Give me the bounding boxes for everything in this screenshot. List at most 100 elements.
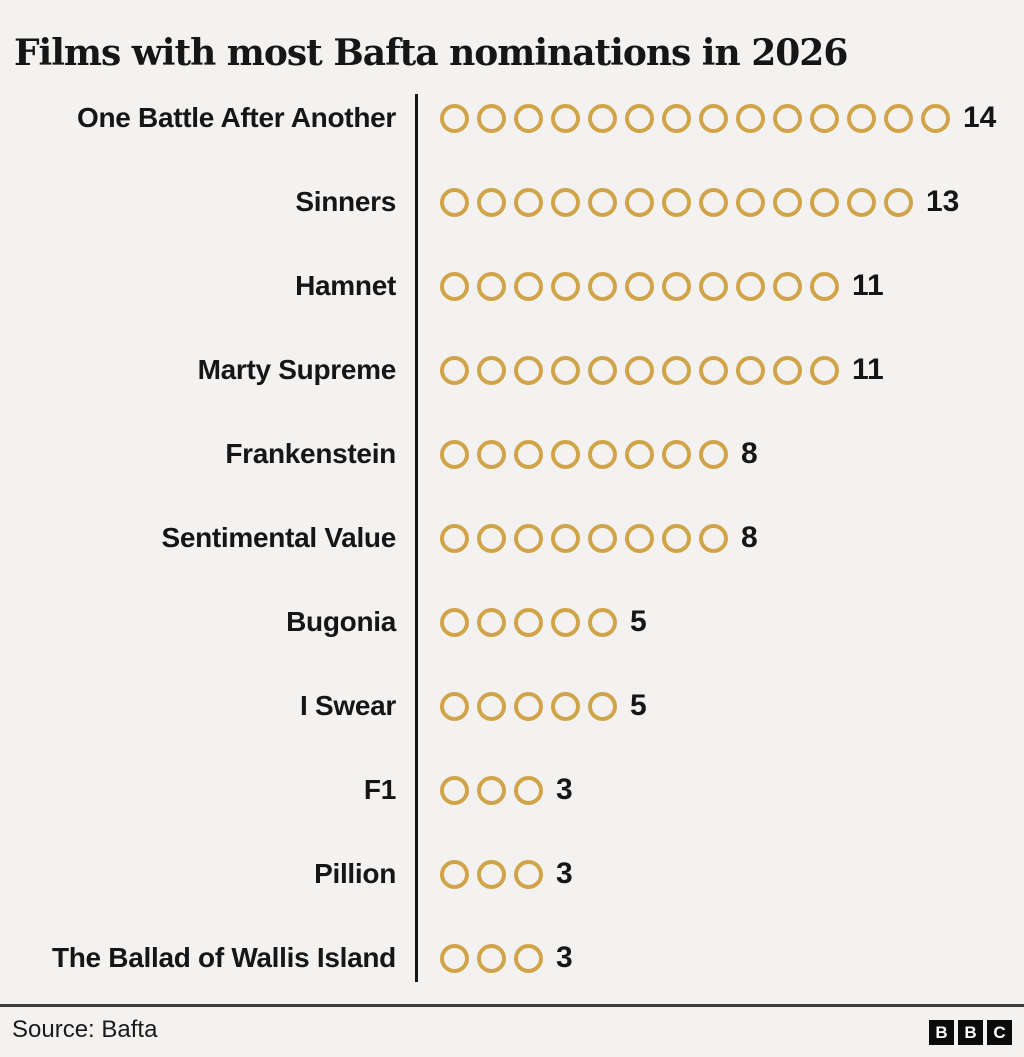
nomination-ring-icon <box>884 103 913 133</box>
footer-separator <box>0 1004 1024 1007</box>
nomination-ring-icon <box>477 943 506 973</box>
chart-row: Hamnet 11 <box>0 244 1024 328</box>
chart-title: Films with most Bafta nominations in 202… <box>14 32 848 75</box>
value-label: 3 <box>556 773 573 806</box>
nomination-ring-icon <box>477 271 506 301</box>
nomination-ring-icon <box>440 271 469 301</box>
nomination-ring-icon <box>699 187 728 217</box>
nomination-ring-icon <box>773 103 802 133</box>
nomination-ring-icon <box>440 439 469 469</box>
chart-row: Pillion 3 <box>0 832 1024 916</box>
nomination-ring-icon <box>625 523 654 553</box>
value-label: 3 <box>556 857 573 890</box>
nomination-ring-icon <box>699 355 728 385</box>
film-label: Pillion <box>314 858 396 889</box>
nomination-ring-icon <box>699 439 728 469</box>
nomination-ring-icon <box>551 187 580 217</box>
nomination-ring-icon <box>736 187 765 217</box>
nomination-ring-icon <box>921 103 950 133</box>
ring-group <box>440 103 950 133</box>
nomination-ring-icon <box>662 355 691 385</box>
nomination-ring-icon <box>736 271 765 301</box>
nomination-ring-icon <box>514 355 543 385</box>
nomination-ring-icon <box>847 187 876 217</box>
film-label: Sentimental Value <box>161 522 396 553</box>
nomination-ring-icon <box>588 355 617 385</box>
chart-row: Bugonia 5 <box>0 580 1024 664</box>
nomination-ring-icon <box>440 943 469 973</box>
nomination-ring-icon <box>773 355 802 385</box>
chart-row: I Swear 5 <box>0 664 1024 748</box>
value-label: 8 <box>741 521 758 554</box>
value-label: 3 <box>556 941 573 974</box>
nomination-ring-icon <box>588 691 617 721</box>
chart-row: The Ballad of Wallis Island 3 <box>0 916 1024 1000</box>
value-label: 5 <box>630 689 647 722</box>
nomination-ring-icon <box>625 103 654 133</box>
nomination-ring-icon <box>551 439 580 469</box>
nomination-ring-icon <box>810 271 839 301</box>
nomination-ring-icon <box>625 439 654 469</box>
ring-group <box>440 859 543 889</box>
film-label: Marty Supreme <box>197 354 397 385</box>
ring-group <box>440 355 839 385</box>
bbc-logo-letter: B <box>929 1020 954 1045</box>
nomination-ring-icon <box>440 859 469 889</box>
nomination-ring-icon <box>847 103 876 133</box>
nomination-ring-icon <box>551 103 580 133</box>
nomination-ring-icon <box>440 523 469 553</box>
nomination-ring-icon <box>440 607 469 637</box>
nomination-ring-icon <box>440 775 469 805</box>
nomination-ring-icon <box>625 187 654 217</box>
nomination-ring-icon <box>477 607 506 637</box>
film-label: The Ballad of Wallis Island <box>51 942 396 973</box>
ring-group <box>440 523 728 553</box>
nomination-ring-icon <box>440 187 469 217</box>
nomination-ring-icon <box>588 187 617 217</box>
nomination-ring-icon <box>514 439 543 469</box>
nomination-ring-icon <box>514 103 543 133</box>
chart-rows: One Battle After Another 14 Sinners 13 H… <box>0 76 1024 1000</box>
chart-row: Frankenstein 8 <box>0 412 1024 496</box>
nomination-ring-icon <box>551 691 580 721</box>
nomination-ring-icon <box>662 439 691 469</box>
nomination-ring-icon <box>514 691 543 721</box>
nomination-ring-icon <box>588 103 617 133</box>
nomination-ring-icon <box>884 187 913 217</box>
film-label: Hamnet <box>295 270 396 301</box>
nomination-ring-icon <box>477 439 506 469</box>
nomination-ring-icon <box>551 523 580 553</box>
nomination-ring-icon <box>773 187 802 217</box>
ring-group <box>440 271 839 301</box>
film-label: Sinners <box>295 186 396 217</box>
ring-group <box>440 187 913 217</box>
nomination-ring-icon <box>625 271 654 301</box>
ring-group <box>440 439 728 469</box>
nomination-ring-icon <box>477 523 506 553</box>
nomination-ring-icon <box>810 355 839 385</box>
value-label: 11 <box>852 269 884 302</box>
nomination-ring-icon <box>440 691 469 721</box>
nomination-ring-icon <box>625 355 654 385</box>
nomination-ring-icon <box>514 271 543 301</box>
chart-row: One Battle After Another 14 <box>0 76 1024 160</box>
source-credit: Source: Bafta <box>12 1016 158 1043</box>
nomination-ring-icon <box>736 103 765 133</box>
value-label: 5 <box>630 605 647 638</box>
value-label: 13 <box>926 185 960 218</box>
nomination-ring-icon <box>440 103 469 133</box>
nomination-ring-icon <box>514 775 543 805</box>
chart-row: Sinners 13 <box>0 160 1024 244</box>
value-label: 8 <box>741 437 758 470</box>
film-label: One Battle After Another <box>77 102 396 133</box>
nomination-ring-icon <box>588 439 617 469</box>
baseline-axis <box>415 94 418 982</box>
film-label: Frankenstein <box>225 438 396 469</box>
nomination-ring-icon <box>477 775 506 805</box>
nomination-ring-icon <box>662 187 691 217</box>
value-label: 11 <box>852 353 884 386</box>
ring-group <box>440 775 543 805</box>
film-label: F1 <box>363 774 396 805</box>
bbc-logo-letter: B <box>958 1020 983 1045</box>
